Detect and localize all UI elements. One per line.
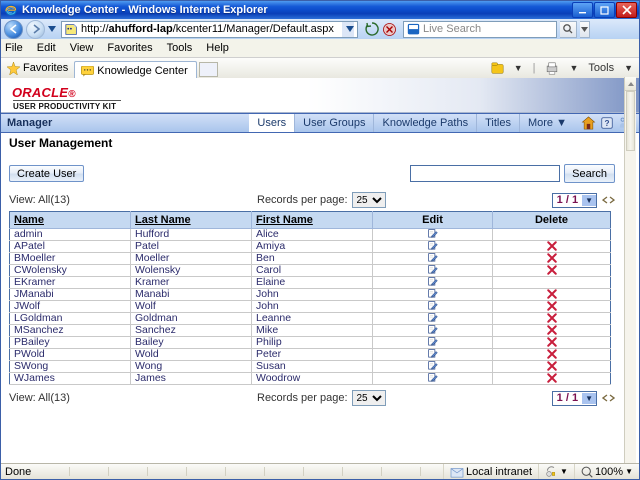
svg-text:?: ? — [604, 119, 609, 128]
